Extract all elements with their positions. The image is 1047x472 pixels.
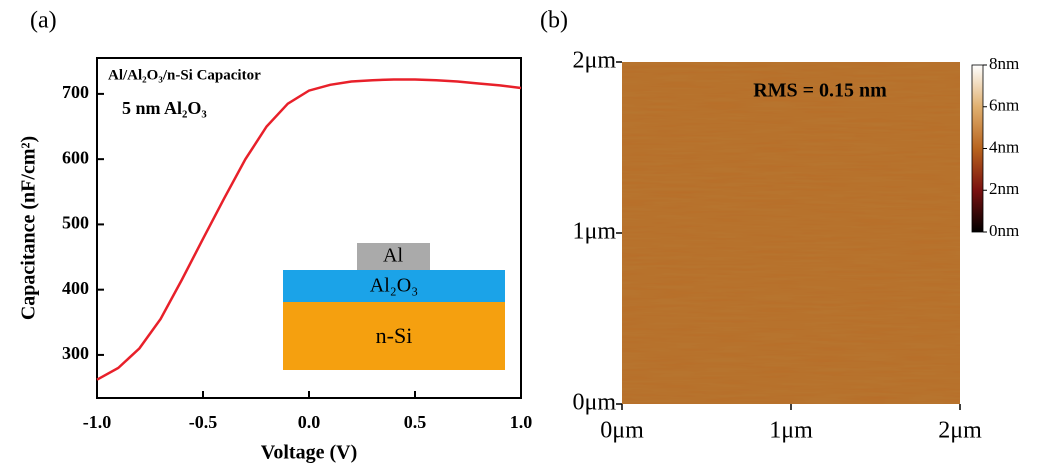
x-tick-label: 1μm <box>769 418 813 444</box>
colorbar-tick-label: 8nm <box>989 54 1019 73</box>
y-tick-label: 400 <box>62 278 89 298</box>
colorbar-tick-label: 0nm <box>989 221 1019 240</box>
annotation: 5 nm Al₂O₃ <box>122 98 207 118</box>
annotation: Al/Al₂O₃/n-Si Capacitor <box>108 67 261 83</box>
y-tick-label: 700 <box>62 82 89 102</box>
inset-label: Al <box>383 245 403 267</box>
inset-label: Al₂O₃ <box>370 275 418 297</box>
x-tick-label: -1.0 <box>83 412 112 432</box>
y-tick-label: 500 <box>62 213 89 233</box>
panel-label: (a) <box>30 8 57 34</box>
figure: (a) Al Al₂O₃ n-Si Al/Al₂O₃/n-Si Capacito… <box>0 0 1047 472</box>
panel-label: (b) <box>540 8 568 34</box>
y-tick-label: 1μm <box>572 219 616 245</box>
colorbar-tick-label: 2nm <box>989 179 1019 198</box>
y-tick-label: 300 <box>62 343 89 363</box>
annotation: RMS = 0.15 nm <box>753 80 887 102</box>
y-tick-label: 600 <box>62 147 89 167</box>
x-tick-label: 0μm <box>600 418 644 444</box>
afm-texture <box>622 62 960 404</box>
colorbar-tick-label: 4nm <box>989 137 1019 156</box>
x-tick-label: 0.5 <box>404 412 427 432</box>
x-tick-label: 2μm <box>938 418 982 444</box>
y-tick-label: 0μm <box>572 390 616 416</box>
y-tick-label: 2μm <box>572 48 616 74</box>
x-axis-label: Voltage (V) <box>261 442 357 464</box>
colorbar-tick-label: 6nm <box>989 96 1019 115</box>
x-tick-label: -0.5 <box>189 412 218 432</box>
colorbar <box>972 65 983 232</box>
y-axis-label: Capacitance (nF/cm²) <box>18 136 40 320</box>
x-tick-label: 1.0 <box>510 412 533 432</box>
x-tick-label: 0.0 <box>298 412 321 432</box>
inset-label: n-Si <box>376 323 413 348</box>
